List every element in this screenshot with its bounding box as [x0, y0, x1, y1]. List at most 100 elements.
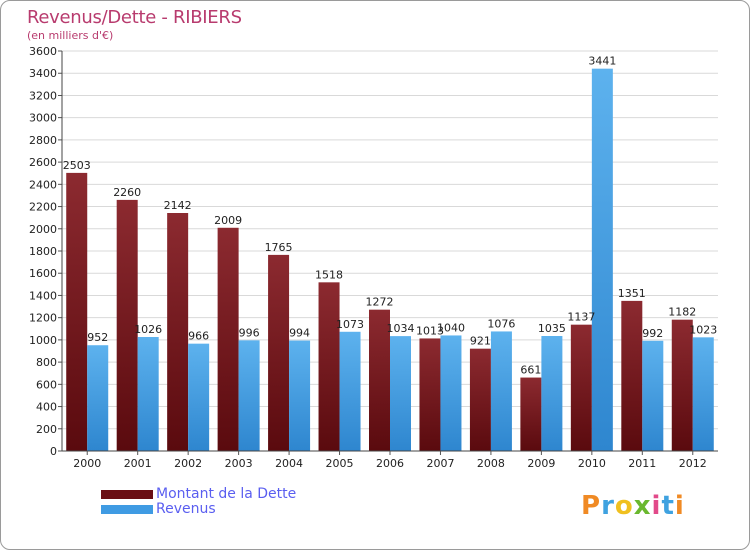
data-label-dette: 2009 [214, 214, 242, 227]
data-label-revenus: 994 [289, 327, 310, 340]
bar-dette [217, 227, 239, 451]
data-label-dette: 921 [470, 335, 491, 348]
x-tick-label: 2000 [73, 457, 101, 470]
bar-revenus [188, 343, 210, 451]
data-label-revenus: 1023 [689, 323, 717, 336]
x-tick-label: 2002 [174, 457, 202, 470]
y-tick-label: 1400 [29, 289, 57, 302]
y-tick-label: 600 [36, 378, 57, 391]
x-tick-label: 2003 [225, 457, 253, 470]
bar-revenus [289, 340, 311, 451]
bar-dette [369, 309, 390, 451]
bar-revenus [238, 340, 260, 451]
data-label-revenus: 3441 [588, 55, 616, 68]
bar-dette [469, 348, 491, 451]
bar-revenus [390, 336, 411, 451]
data-label-dette: 1013 [416, 324, 444, 337]
x-tick-label: 2008 [477, 457, 505, 470]
data-label-dette: 1137 [567, 311, 595, 324]
x-tick-label: 2011 [628, 457, 656, 470]
y-tick-label: 1800 [29, 245, 57, 258]
bars [66, 68, 714, 452]
legend-swatch-debt [101, 490, 153, 499]
x-tick-label: 2007 [426, 457, 454, 470]
logo-letter: P [581, 491, 602, 521]
data-label-revenus: 1034 [387, 322, 415, 335]
data-label-dette: 1765 [265, 241, 293, 254]
data-label-revenus: 1073 [336, 318, 364, 331]
logo-letter: o [614, 491, 634, 521]
data-labels: 2503 952 2260 1026 2142 966 2009 996 1765 994 1518… [63, 55, 718, 377]
proxiti-logo: Proxiti [581, 491, 685, 521]
logo-letter: i [651, 491, 662, 521]
bar-revenus [440, 335, 462, 451]
data-label-dette: 2142 [164, 199, 192, 212]
bar-revenus [490, 331, 512, 451]
data-label-revenus: 992 [642, 327, 663, 340]
data-label-dette: 661 [520, 364, 541, 377]
data-label-dette: 1518 [315, 268, 343, 281]
legend-label-revenus: Revenus [156, 501, 216, 517]
y-tick-label: 200 [36, 423, 57, 436]
bar-revenus [87, 345, 109, 451]
chart-subtitle: (en milliers d'€) [27, 29, 114, 42]
bar-dette [167, 213, 189, 451]
bar-dette [520, 377, 542, 451]
y-tick-label: 2800 [29, 134, 57, 147]
x-tick-label: 2006 [376, 457, 404, 470]
y-tick-label: 1600 [29, 267, 57, 280]
y-tick-label: 1000 [29, 334, 57, 347]
bar-revenus [692, 337, 714, 451]
y-tick-label: 3000 [29, 112, 57, 125]
bar-dette [66, 172, 88, 451]
data-label-dette: 1182 [668, 306, 696, 319]
legend-label-debt: Montant de la Dette [156, 486, 297, 502]
data-label-revenus: 1035 [538, 322, 566, 335]
y-tick-label: 3600 [29, 45, 57, 58]
data-label-revenus: 1040 [437, 321, 465, 334]
x-tick-label: 2004 [275, 457, 303, 470]
chart-title: Revenus/Dette - RIBIERS [27, 7, 242, 28]
bar-revenus [591, 68, 613, 452]
y-tick-label: 3400 [29, 67, 57, 80]
y-tick-label: 2200 [29, 201, 57, 214]
x-tick-label: 2012 [679, 457, 707, 470]
data-label-revenus: 1076 [487, 317, 515, 330]
y-axis-ticks: 0 200 400 600 800 1000 1200 1400 1600 1800 2000 220… [29, 45, 63, 458]
data-label-dette: 1351 [618, 287, 646, 300]
bar-revenus [137, 337, 159, 451]
bar-dette [268, 254, 290, 451]
x-axis-ticks: 2000 2001 2002 2003 2004 2005 2006 2007 2008 2009… [62, 450, 718, 470]
bar-revenus [541, 336, 563, 451]
legend-swatch-revenus [101, 505, 153, 514]
bar-revenus [339, 331, 361, 451]
y-tick-label: 400 [36, 401, 57, 414]
y-tick-label: 800 [36, 356, 57, 369]
y-tick-label: 2400 [29, 178, 57, 191]
data-label-dette: 1272 [366, 296, 394, 309]
data-label-revenus: 1026 [134, 323, 162, 336]
logo-letter: i [674, 491, 685, 521]
y-tick-label: 1200 [29, 312, 57, 325]
logo-letter: t [661, 491, 675, 521]
y-tick-label: 2000 [29, 223, 57, 236]
bar-dette [671, 319, 693, 451]
data-label-revenus: 952 [87, 331, 108, 344]
logo-letter: x [633, 491, 652, 521]
x-tick-label: 2010 [578, 457, 606, 470]
bar-revenus [642, 340, 664, 451]
x-tick-label: 2009 [527, 457, 555, 470]
x-tick-label: 2005 [326, 457, 354, 470]
logo-letter: r [601, 491, 615, 521]
bar-dette [621, 300, 643, 451]
data-label-revenus: 966 [188, 330, 209, 343]
data-label-dette: 2503 [63, 159, 91, 172]
y-tick-label: 0 [50, 445, 57, 458]
x-tick-label: 2001 [124, 457, 152, 470]
bar-dette [419, 338, 441, 451]
bar-dette [116, 199, 138, 451]
bar-dette [570, 324, 592, 451]
data-label-dette: 2260 [113, 186, 141, 199]
